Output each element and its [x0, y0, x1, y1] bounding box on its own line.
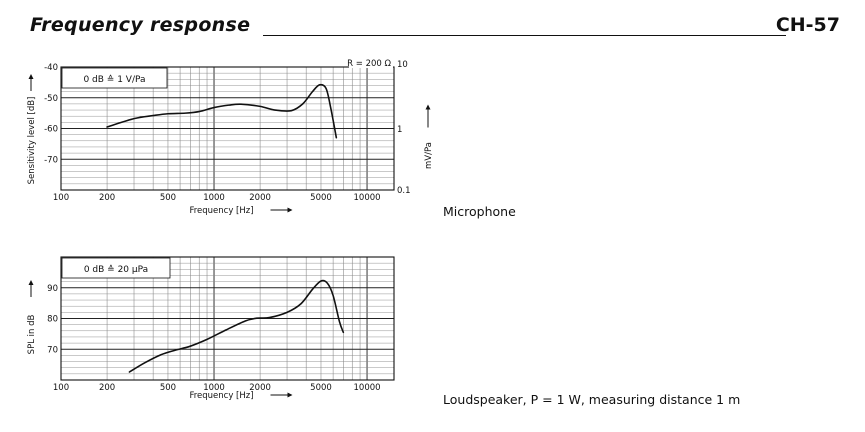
x-axis-label: Frequency [Hz] [189, 206, 253, 216]
impedance-annotation: R = 200 Ω [347, 59, 391, 69]
y-tick-label: 90 [47, 284, 58, 294]
series-line [106, 83, 338, 139]
y2-tick-label: 10 [397, 60, 408, 70]
x-axis-arrowhead [287, 392, 293, 398]
plot-frame [60, 66, 395, 191]
model-code: CH-57 [775, 14, 840, 36]
x-tick-label: 200 [99, 383, 115, 393]
y-axis-label: Sensitivity level [dB] [27, 97, 37, 185]
x-tick-label: 1000 [203, 383, 225, 393]
page-header: Frequency response CH-57 [30, 14, 840, 38]
title-rule [263, 35, 786, 36]
legend-box-text: 0 dB ≙ 20 µPa [84, 264, 148, 275]
x-tick-label: 5000 [310, 193, 332, 203]
x-tick-label: 100 [53, 383, 69, 393]
chart-1 [28, 58, 431, 213]
legend-box [61, 257, 171, 279]
annotation-bg [349, 58, 393, 68]
x-tick-label: 5000 [310, 383, 332, 393]
loudspeaker-caption: Loudspeaker, P = 1 W, measuring distance… [443, 392, 741, 407]
y2-axis-arrowhead [425, 104, 431, 110]
x-tick-label: 2000 [249, 383, 271, 393]
x-axis-label: Frequency [Hz] [189, 391, 253, 401]
x-tick-label: 500 [160, 193, 176, 203]
y-axis-arrowhead [28, 74, 34, 79]
y-axis-label: SPL in dB [27, 315, 37, 355]
x-tick-label: 10000 [354, 193, 381, 203]
y2-axis-label: mV/Pa [424, 142, 434, 169]
x-tick-label: 10000 [354, 383, 381, 393]
y-tick-label: -50 [44, 94, 58, 104]
chart-2 [28, 256, 395, 398]
page-title: Frequency response [30, 14, 251, 36]
y-tick-label: 70 [47, 345, 58, 355]
x-tick-label: 200 [99, 193, 115, 203]
y2-tick-label: 0.1 [397, 186, 411, 196]
x-tick-label: 1000 [203, 193, 225, 203]
x-tick-label: 100 [53, 193, 69, 203]
y-tick-label: 80 [47, 315, 58, 325]
legend-box-text: 0 dB ≙ 1 V/Pa [83, 74, 145, 85]
series-line [128, 279, 345, 373]
y-tick-label: -60 [44, 125, 58, 135]
y-axis-arrowhead [28, 280, 34, 285]
y-tick-label: -40 [44, 63, 58, 73]
y-tick-label: -70 [44, 155, 58, 165]
y2-tick-label: 1 [397, 125, 402, 135]
legend-box [61, 67, 168, 89]
x-tick-label: 500 [160, 383, 176, 393]
x-axis-arrowhead [287, 207, 293, 213]
microphone-caption: Microphone [443, 204, 516, 219]
x-tick-label: 2000 [249, 193, 271, 203]
plot-frame [60, 256, 395, 381]
